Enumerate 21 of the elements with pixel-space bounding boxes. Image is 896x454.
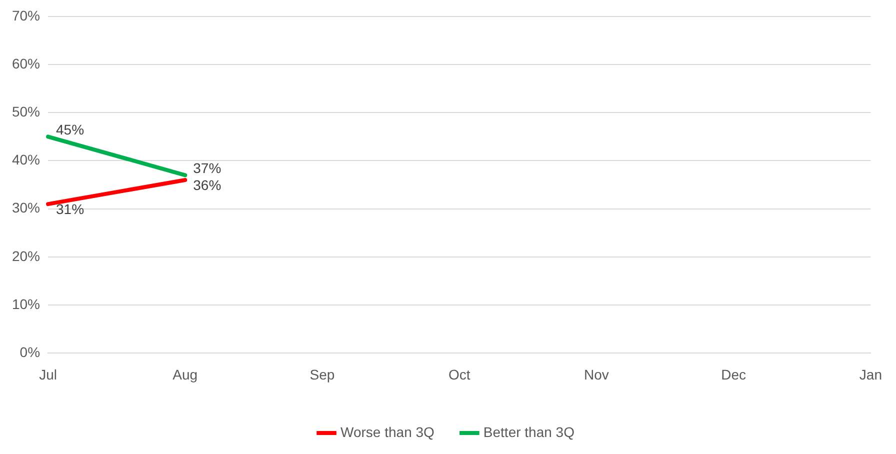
legend-label: Worse than 3Q [340, 424, 435, 440]
data-label: 45% [56, 122, 84, 138]
x-tick-label: Jan [859, 366, 882, 382]
data-label: 37% [193, 160, 222, 176]
y-tick-label: 10% [12, 296, 40, 312]
x-tick-label: Oct [448, 366, 470, 382]
data-label: 36% [193, 176, 222, 193]
y-tick-label: 50% [12, 103, 40, 120]
x-tick-label: Dec [721, 366, 746, 382]
y-tick-label: 20% [12, 248, 40, 264]
y-tick-label: 70% [12, 7, 40, 24]
y-tick-label: 30% [12, 200, 40, 216]
x-tick-label: Aug [172, 366, 198, 382]
y-tick-label: 0% [20, 344, 40, 360]
y-tick-label: 60% [12, 55, 40, 72]
x-tick-label: Sep [310, 366, 335, 382]
legend-label: Better than 3Q [483, 424, 575, 440]
y-tick-label: 40% [12, 152, 40, 168]
x-tick-label: Jul [39, 366, 57, 382]
data-label: 31% [56, 200, 84, 217]
x-tick-label: Nov [584, 366, 609, 382]
